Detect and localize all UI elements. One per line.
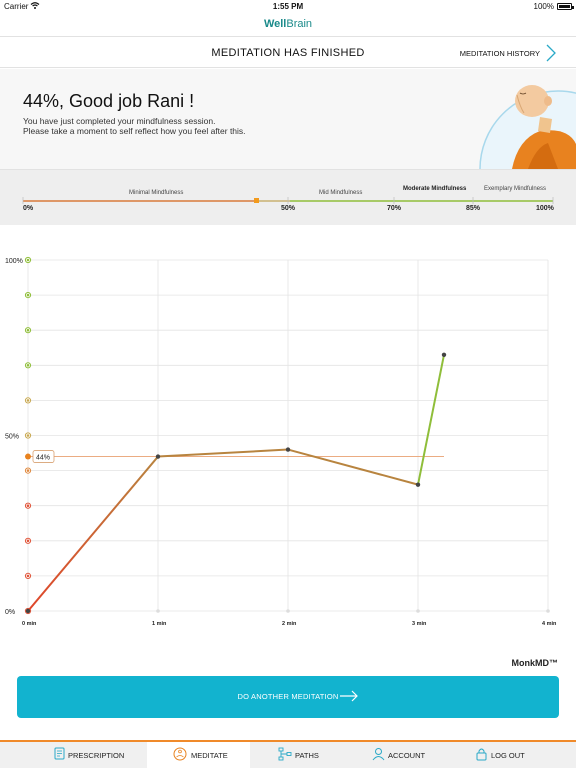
prescription-icon	[54, 747, 65, 760]
page-title: MEDITATION HAS FINISHED	[211, 47, 365, 59]
series-segment	[417, 353, 445, 486]
wifi-icon	[30, 2, 40, 9]
x-tick-label: 2 min	[282, 621, 297, 627]
app-logo: WellBrain	[0, 18, 576, 30]
result-hero: 44%, Good job Rani ! You have just compl…	[0, 69, 576, 169]
logo-part-2: Brain	[286, 18, 313, 30]
scale-tick-label: 85%	[466, 205, 481, 212]
page-header: MEDITATION HAS FINISHED MEDITATION HISTO…	[0, 36, 576, 68]
level-minimal: Minimal Mindfulness	[129, 190, 184, 196]
x-tick-label: 3 min	[412, 621, 427, 627]
series-segment	[287, 448, 419, 486]
scale-bar	[22, 197, 554, 204]
scale-tick-label: 50%	[281, 205, 296, 212]
tab-label: ACCOUNT	[388, 751, 426, 760]
level-exemplary: Exemplary Mindfulness	[484, 186, 547, 192]
tab-prescription[interactable]: PRESCRIPTION	[0, 742, 147, 768]
clock: 1:55 PM	[272, 2, 304, 11]
score-heading: 44%, Good job Rani !	[23, 91, 195, 111]
account-icon	[372, 748, 385, 761]
tab-label: MEDITATE	[191, 751, 228, 760]
result-message-line-1: You have just completed your mindfulness…	[23, 116, 216, 126]
status-bar: Carrier 1:55 PM 100%	[0, 0, 576, 14]
chart-svg: 100% 50% 0% 0 min 1 min 2 min 3 min 4 min 44%	[5, 256, 557, 627]
y-axis-dot-core	[26, 469, 30, 472]
tab-paths[interactable]: PATHS	[250, 742, 353, 768]
carrier-label: Carrier	[4, 2, 29, 11]
average-label: 44%	[36, 455, 50, 462]
paths-icon	[278, 747, 292, 761]
y-axis-dot-core	[26, 258, 30, 262]
data-point	[441, 352, 447, 357]
do-another-meditation-button[interactable]: DO ANOTHER MEDITATION	[17, 676, 559, 718]
x-axis-dot	[286, 609, 290, 613]
y-axis-dot-core	[26, 539, 30, 543]
chevron-right-icon[interactable]	[544, 43, 558, 63]
scale-marker	[254, 198, 259, 203]
arrow-right-icon	[340, 690, 358, 702]
series-segment	[27, 455, 159, 612]
average-marker	[25, 453, 31, 460]
y-axis-dot-core	[26, 574, 30, 578]
tab-label: LOG OUT	[491, 751, 525, 760]
y-axis-dot-core	[26, 328, 30, 332]
battery-icon	[557, 3, 574, 10]
data-point	[155, 454, 161, 459]
y-axis-dot-core	[26, 434, 30, 437]
series-segment	[157, 448, 289, 458]
level-moderate: Moderate Mindfulness	[403, 186, 467, 192]
average-badge	[32, 450, 55, 463]
data-point	[415, 482, 421, 487]
x-axis-dot	[156, 609, 160, 613]
data-point	[285, 447, 291, 452]
result-message: You have just completed your mindfulness…	[23, 116, 246, 136]
battery-percent: 100%	[533, 2, 554, 11]
meditation-history-link[interactable]: MEDITATION HISTORY	[459, 49, 540, 58]
x-axis-dot	[546, 609, 550, 613]
x-axis-dot	[416, 609, 420, 613]
monkmd-brand: MonkMD™	[511, 658, 559, 668]
x-tick-label: 4 min	[542, 621, 557, 627]
scale-tick-label: 0%	[23, 205, 34, 212]
y-tick-label: 0%	[5, 609, 15, 616]
tab-log-out[interactable]: LOG OUT	[456, 742, 576, 768]
x-tick-label: 1 min	[152, 621, 167, 627]
tab-bar: PRESCRIPTION MEDITATE PATHS ACCOUNT LOG …	[0, 740, 576, 768]
y-tick-label: 100%	[5, 258, 23, 265]
data-point	[25, 608, 31, 614]
lock-icon	[476, 748, 487, 761]
y-axis-dot-core	[26, 364, 30, 367]
tab-label: PRESCRIPTION	[68, 751, 125, 760]
logo-part-1: Well	[263, 18, 287, 30]
y-axis-dot-core	[26, 504, 30, 508]
scale-tick-label: 70%	[387, 205, 402, 212]
y-axis-dot-core	[26, 293, 30, 297]
tab-label: PATHS	[295, 751, 319, 760]
y-axis-dot-core	[26, 399, 30, 402]
result-message-line-2: Please take a moment to self reflect how…	[23, 126, 246, 136]
monk-illustration	[479, 85, 576, 169]
x-tick-label: 0 min	[22, 621, 37, 627]
y-tick-label: 50%	[5, 434, 19, 441]
mindfulness-scale: Minimal Mindfulness Mid Mindfulness Mode…	[0, 169, 576, 225]
level-mid: Mid Mindfulness	[319, 190, 363, 196]
meditate-icon	[173, 747, 187, 761]
mindfulness-chart: 100% 50% 0% 0 min 1 min 2 min 3 min 4 min 44%	[0, 226, 576, 640]
tab-account[interactable]: ACCOUNT	[353, 742, 456, 768]
cta-label: DO ANOTHER MEDITATION	[237, 692, 339, 701]
tab-meditate[interactable]: MEDITATE	[147, 742, 250, 768]
scale-tick-label: 100%	[536, 205, 554, 212]
